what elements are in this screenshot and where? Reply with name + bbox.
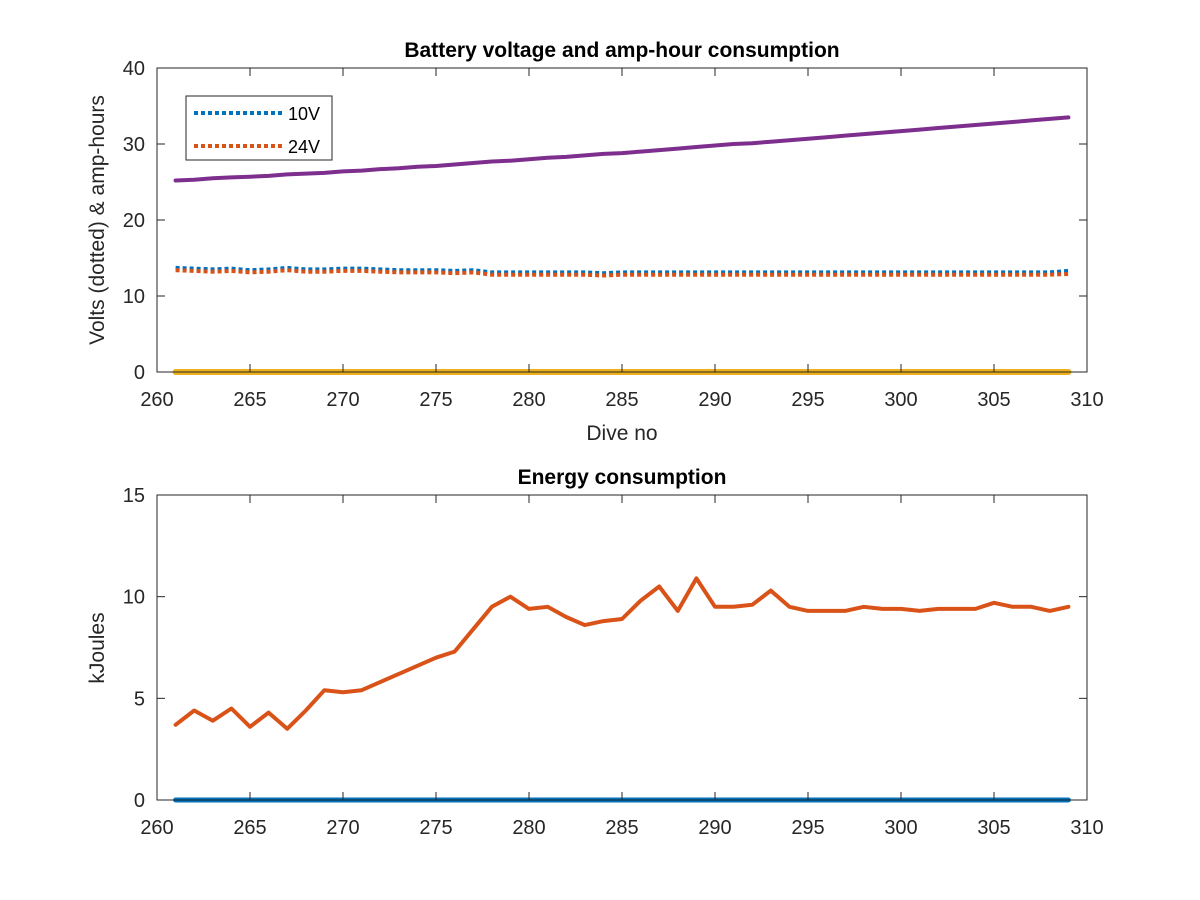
y-tick-label: 0 [134, 790, 145, 812]
x-tick-label: 265 [233, 389, 266, 411]
x-tick-label: 280 [512, 389, 545, 411]
legend-label-10v: 10V [288, 104, 320, 124]
amp-hours-line [173, 115, 1071, 183]
y-tick-label: 10 [123, 286, 145, 308]
series-24v-line [175, 268, 1069, 278]
chart-title-top: Battery voltage and amp-hour consumption [404, 39, 839, 62]
plot-area-bottom [157, 495, 1087, 800]
x-tick-label: 280 [512, 817, 545, 839]
chart-title-bottom: Energy consumption [518, 466, 727, 489]
ticks-group-top: 260 265 270 275 280 285 290 295 300 305 310 0 10 20 30… [123, 58, 1104, 411]
x-tick-label: 275 [419, 817, 452, 839]
x-tick-label: 305 [977, 389, 1010, 411]
legend-label-24v: 24V [288, 137, 320, 157]
y-tick-label: 40 [123, 58, 145, 80]
x-tick-label: 275 [419, 389, 452, 411]
legend-box [185, 95, 333, 161]
y-tick-label: 5 [134, 688, 145, 710]
x-tick-label: 260 [140, 389, 173, 411]
x-tick-label: 270 [326, 817, 359, 839]
x-axis-label-top: Dive no [586, 422, 657, 445]
legend: 10V 24V [185, 95, 333, 161]
y-tick-label: 15 [123, 485, 145, 507]
x-tick-label: 310 [1070, 389, 1103, 411]
x-tick-label: 295 [791, 389, 824, 411]
y-tick-label: 30 [123, 134, 145, 156]
y-axis-label-bottom: kJoules [86, 612, 109, 683]
y-tick-label: 10 [123, 587, 145, 609]
x-tick-label: 310 [1070, 817, 1103, 839]
x-tick-label: 265 [233, 817, 266, 839]
x-tick-label: 295 [791, 817, 824, 839]
x-tick-label: 290 [698, 389, 731, 411]
y-axis-label-top: Volts (dotted) & amp-hours [86, 95, 109, 345]
y-tick-label: 0 [134, 362, 145, 384]
series-10v-line [175, 265, 1069, 276]
x-tick-label: 285 [605, 389, 638, 411]
ticks-group-bottom: 260 265 270 275 280 285 290 295 300 305 310 0 5 10 15 [123, 485, 1104, 839]
x-tick-label: 270 [326, 389, 359, 411]
y-tick-label: 20 [123, 210, 145, 232]
energy-consumption-plot: 260 265 270 275 280 285 290 295 300 305 310051015 … [86, 466, 1104, 839]
energy-line [173, 576, 1071, 731]
x-tick-label: 285 [605, 817, 638, 839]
x-tick-label: 290 [698, 817, 731, 839]
x-tick-label: 260 [140, 817, 173, 839]
voltage-amp-hour-plot: 260 265 270 275 280 285 290 295 300 305 310 0 10 20 30… [86, 39, 1104, 445]
x-tick-label: 305 [977, 817, 1010, 839]
x-tick-label: 300 [884, 389, 917, 411]
x-tick-label: 300 [884, 817, 917, 839]
